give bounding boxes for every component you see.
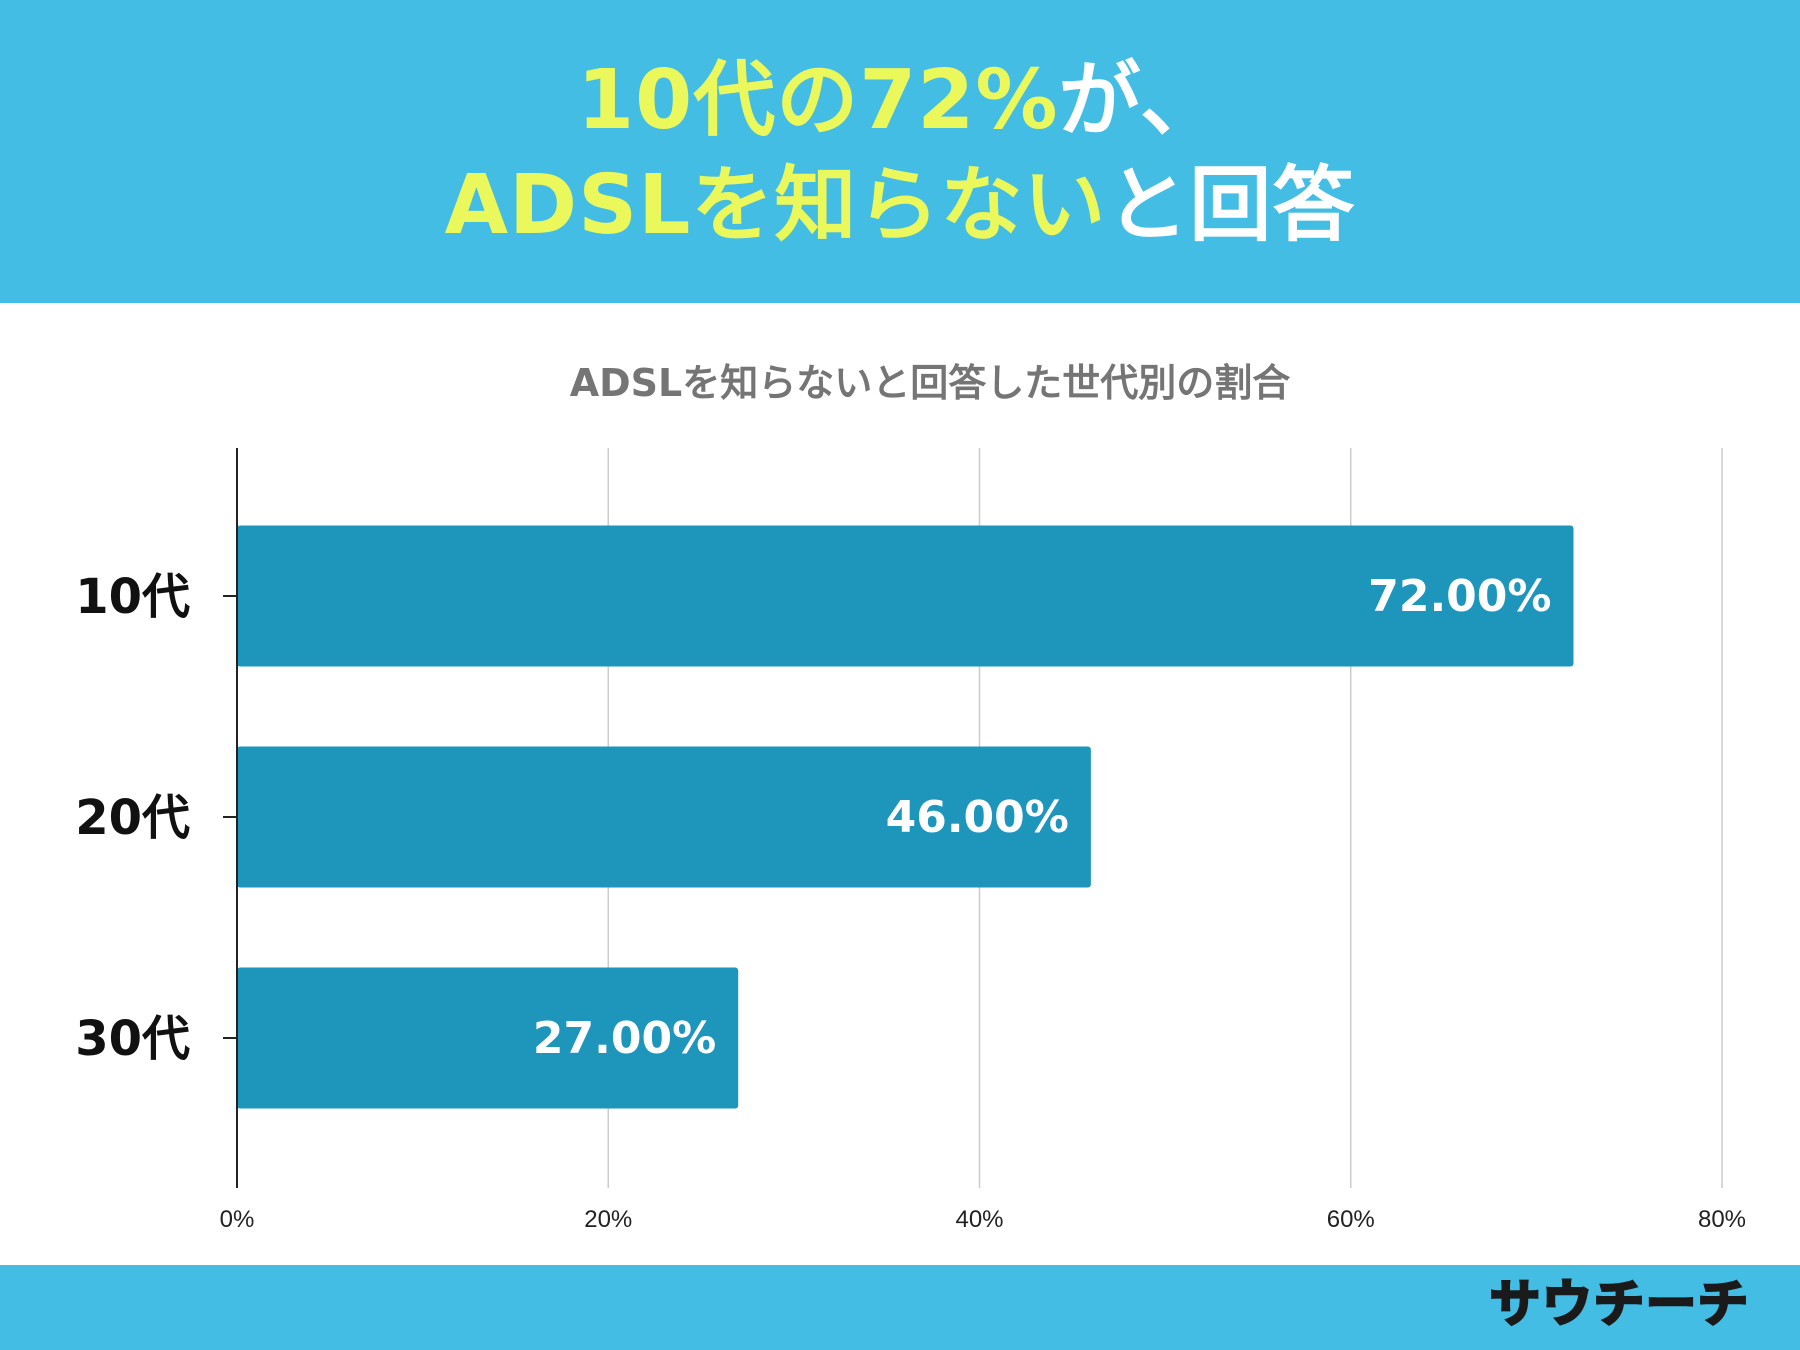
- x-tick-label: 60%: [1327, 1206, 1375, 1233]
- chart-title: ADSLを知らないと回答した世代別の割合: [569, 361, 1291, 405]
- bar-chart: 0% 20% 40% 60% 80% 72.00% 46.00% 27.00% 10代 20代 30…: [75, 448, 1746, 1233]
- headline-text: が、: [1058, 53, 1223, 148]
- category-label: 10代: [75, 569, 190, 625]
- category-label: 20代: [75, 790, 190, 846]
- bar: [237, 967, 739, 1109]
- header-banner: 10代の72%が、 ADSLを知らないと回答: [0, 0, 1800, 303]
- x-tick-label: 80%: [1698, 1206, 1746, 1233]
- bar: [237, 525, 1574, 667]
- headline-highlight: 10代の72%: [577, 53, 1059, 148]
- category-label: 30代: [75, 1011, 190, 1067]
- x-tick-label: 0%: [220, 1206, 255, 1233]
- x-tick-label: 20%: [584, 1206, 632, 1233]
- data-label: 27.00%: [533, 1013, 716, 1064]
- headline-line-1: 10代の72%が、: [0, 60, 1800, 142]
- headline-text: と回答: [1106, 158, 1356, 253]
- data-label: 46.00%: [886, 792, 1069, 843]
- bar: [237, 746, 1091, 888]
- brand-logo: サウチーチ: [1489, 1275, 1750, 1333]
- footer-banner: サウチーチ: [0, 1265, 1800, 1350]
- x-tick-label: 40%: [955, 1206, 1003, 1233]
- headline-line-2: ADSLを知らないと回答: [0, 165, 1800, 247]
- data-label: 72.00%: [1368, 571, 1551, 622]
- headline-highlight: ADSLを知らない: [444, 158, 1107, 253]
